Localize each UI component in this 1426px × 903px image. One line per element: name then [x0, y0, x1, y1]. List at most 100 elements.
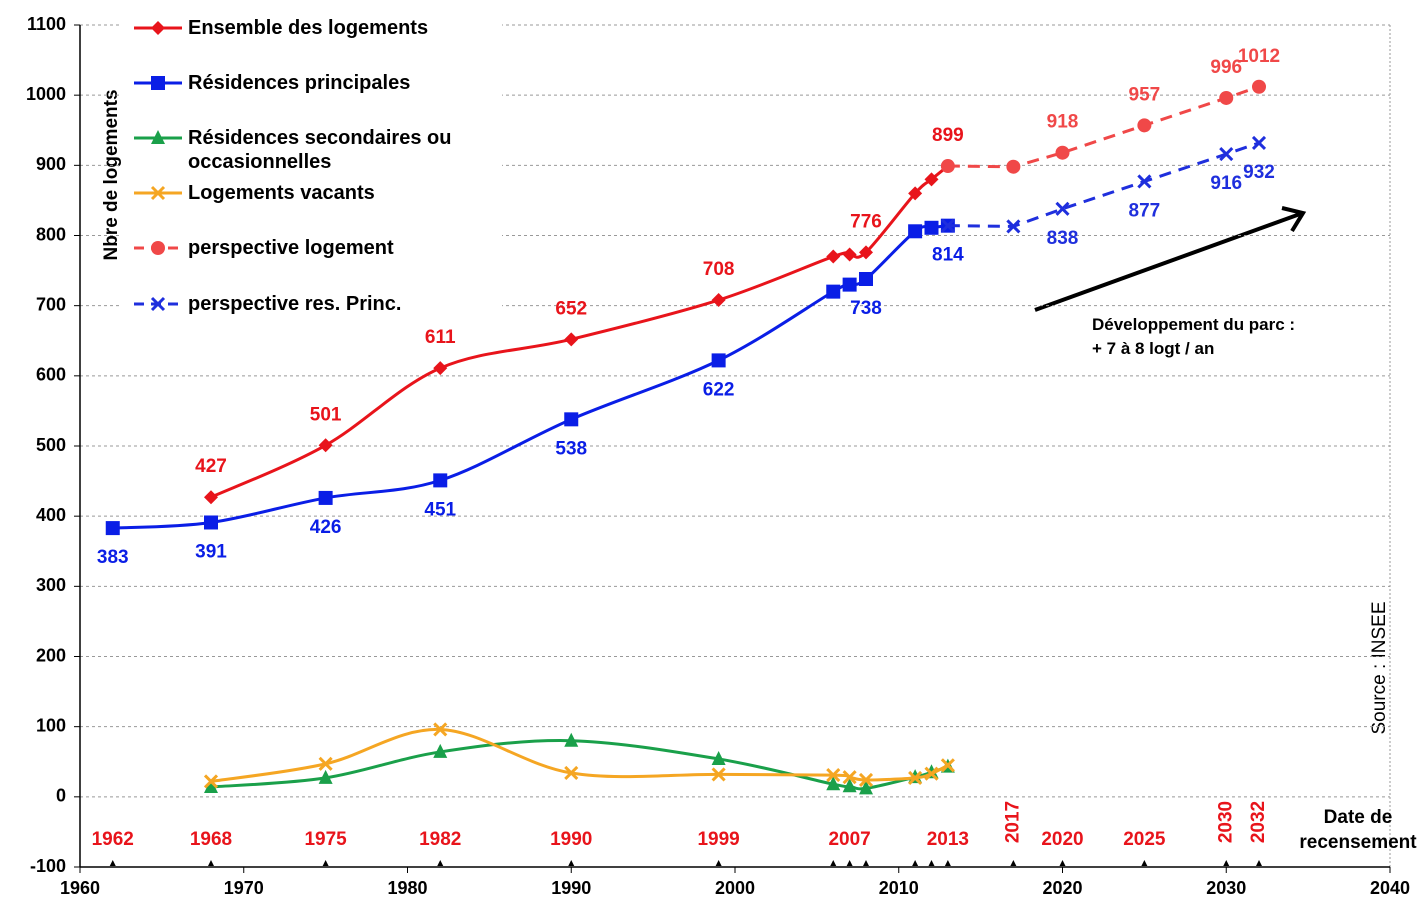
- data-label: 776: [850, 211, 882, 232]
- x-tick-label: 2020: [1042, 878, 1082, 898]
- data-point: [940, 218, 955, 233]
- y-tick-label: -100: [30, 856, 66, 876]
- data-point: [940, 159, 955, 174]
- series-line: [210, 727, 949, 783]
- data-label: 899: [932, 125, 964, 146]
- census-label: 1990: [550, 829, 592, 850]
- data-point: [1137, 174, 1152, 189]
- y-tick-label: 500: [36, 435, 66, 455]
- data-point: [564, 412, 579, 427]
- legend-marker: [150, 185, 166, 201]
- census-marker: [715, 860, 722, 866]
- data-point: [1055, 145, 1070, 160]
- census-label: 2025: [1123, 829, 1166, 850]
- data-point: [826, 776, 841, 791]
- annotation: + 7 à 8 logt / an: [1092, 339, 1215, 358]
- legend-label: Ensemble des logements: [188, 17, 429, 39]
- census-marker: [863, 860, 869, 866]
- census-marker: [928, 860, 935, 866]
- y-tick-label: 600: [36, 365, 66, 385]
- annotation: Développement du parc :: [1092, 315, 1296, 334]
- x-tick-label: 2010: [879, 878, 919, 898]
- data-point: [858, 772, 874, 788]
- data-point: [564, 332, 579, 347]
- y-tick-label: 100: [36, 715, 66, 735]
- legend-marker: [151, 21, 165, 35]
- census-label: 1999: [697, 829, 739, 850]
- legend-marker: [151, 130, 165, 144]
- data-label: 918: [1047, 112, 1079, 133]
- data-label: 622: [703, 379, 735, 400]
- legend-label: Résidences principales: [188, 72, 411, 94]
- data-point: [433, 361, 448, 376]
- census-label: 2017: [1002, 801, 1023, 843]
- data-label: 391: [195, 541, 227, 562]
- census-marker: [437, 860, 444, 866]
- census-label: 1968: [190, 829, 232, 850]
- x-tick-label: 2030: [1206, 878, 1246, 898]
- source: Source : INSEE: [1369, 601, 1390, 734]
- x-tick-label: 2040: [1370, 878, 1410, 898]
- legend-label: Logements vacants: [188, 182, 375, 204]
- data-point: [204, 779, 218, 794]
- x-tick-label: 1990: [551, 878, 591, 898]
- arrow-head: [1281, 206, 1307, 233]
- data-label: 738: [850, 298, 882, 319]
- legend-label: Résidences secondaires ou occasionnelles: [188, 127, 452, 173]
- data-point: [711, 767, 726, 782]
- data-point: [908, 224, 923, 239]
- data-point: [711, 353, 726, 368]
- data-label: 957: [1129, 84, 1161, 105]
- x-tick-label: 2000: [715, 878, 755, 898]
- data-point: [564, 765, 579, 781]
- census-marker: [912, 860, 919, 866]
- x-axis-title: Date de recensement: [1299, 807, 1417, 853]
- data-label: 426: [310, 517, 342, 538]
- data-point: [1252, 79, 1266, 94]
- data-label: 814: [932, 245, 964, 266]
- data-point: [924, 172, 939, 187]
- census-marker: [208, 860, 214, 866]
- data-point: [826, 284, 841, 299]
- data-point: [204, 515, 218, 530]
- data-point: [940, 758, 955, 773]
- data-label: 383: [97, 547, 129, 568]
- data-point: [318, 438, 333, 453]
- census-label: 2013: [927, 829, 969, 850]
- legend-box: [122, 12, 502, 322]
- data-point: [826, 768, 841, 783]
- arrow: [1034, 212, 1301, 312]
- data-label: 501: [310, 404, 342, 425]
- census-label: 1975: [304, 829, 347, 850]
- data-point: [711, 293, 726, 308]
- data-point: [1219, 90, 1234, 105]
- data-point: [433, 743, 448, 758]
- legend-marker: [150, 296, 166, 312]
- data-label: 877: [1129, 200, 1161, 221]
- series-line: [947, 141, 1260, 228]
- data-label: 1012: [1238, 46, 1280, 67]
- x-tick-label: 1980: [387, 878, 427, 898]
- census-marker: [1010, 860, 1017, 866]
- data-point: [826, 249, 841, 264]
- y-tick-label: 700: [36, 294, 66, 314]
- x-tick-label: 1960: [60, 878, 100, 898]
- data-point: [1251, 135, 1267, 150]
- census-label: 1962: [92, 829, 134, 850]
- data-label: 916: [1210, 173, 1242, 194]
- x-tick-label: 1970: [224, 878, 264, 898]
- data-point: [433, 722, 448, 737]
- y-axis-title: Nbre de logements: [101, 89, 122, 260]
- data-point: [564, 732, 579, 747]
- legend-label: perspective res. Princ.: [188, 293, 402, 315]
- data-label: 451: [424, 499, 456, 520]
- y-tick-label: 1100: [27, 14, 66, 34]
- data-point: [1006, 159, 1021, 174]
- census-label: 1982: [419, 829, 461, 850]
- data-point: [204, 490, 218, 505]
- data-label: 611: [425, 327, 456, 348]
- census-label: 2007: [828, 829, 870, 850]
- data-point: [1006, 219, 1021, 234]
